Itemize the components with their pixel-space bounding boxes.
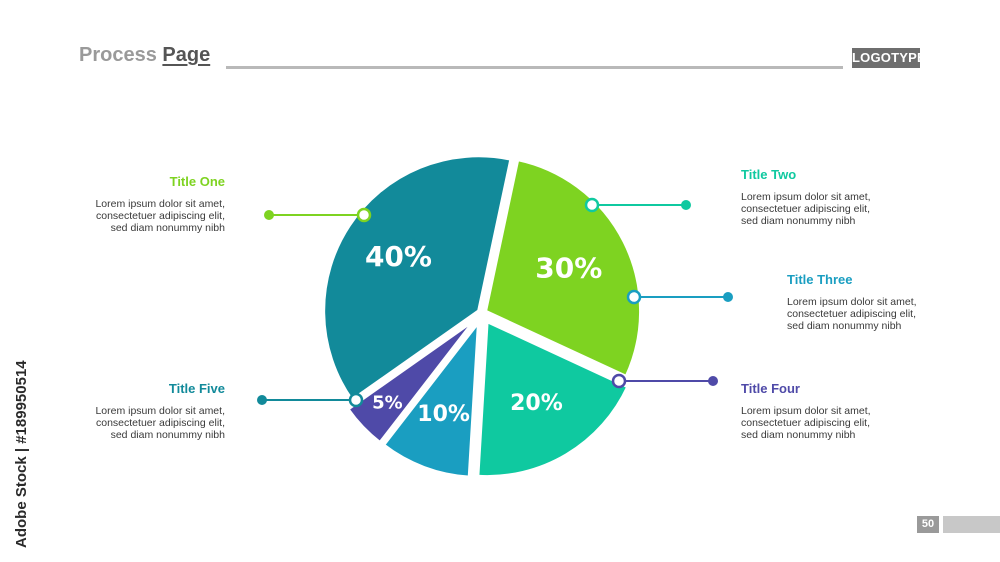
callout-title: Title Four [741,381,800,396]
callout-body: Lorem ipsum dolor sit amet, consectetuer… [741,405,941,441]
pie-slice-title-three [381,317,481,479]
slice-value-label: 5% [372,392,403,413]
pie-slice-title-two [476,319,630,479]
leader-anchor-dot [626,289,642,305]
header-divider [226,66,843,69]
callout-line: Lorem ipsum dolor sit amet, [95,405,225,417]
callout-title-five: Title Five Lorem ipsum dolor sit amet, c… [25,381,225,441]
page-title-part2: Page [162,44,211,66]
slice-value-label: 30% [535,252,602,285]
callout-body: Lorem ipsum dolor sit amet, consectetuer… [25,198,225,234]
slice-value-label: 10% [417,402,470,427]
callout-title: Title Five [168,381,225,396]
callout-line: sed diam nonummy nibh [741,429,856,441]
callout-line: consectetuer adipiscing elit, [787,308,916,320]
callout-title-two: Title Two Lorem ipsum dolor sit amet, co… [741,167,941,227]
slice-value-label: 40% [365,240,432,273]
callout-line: Lorem ipsum dolor sit amet, [741,405,871,417]
callout-line: Lorem ipsum dolor sit amet, [787,296,917,308]
callout-title: Title Three [787,272,853,287]
callout-title-three: Title Three Lorem ipsum dolor sit amet, … [787,272,987,332]
leader-end-dot [681,200,691,210]
callout-body: Lorem ipsum dolor sit amet, consectetuer… [787,296,987,332]
callout-title-one: Title One Lorem ipsum dolor sit amet, co… [25,174,225,234]
callout-body: Lorem ipsum dolor sit amet, consectetuer… [741,191,941,227]
watermark-text: Adobe Stock | #189950514 [13,360,30,548]
leader-anchor-dot [611,373,627,389]
callout-line: sed diam nonummy nibh [741,215,856,227]
leader-anchor-dot [356,207,372,223]
callout-line: consectetuer adipiscing elit, [96,210,225,222]
leader-anchor-dot [584,197,600,213]
callout-line: sed diam nonummy nibh [787,320,902,332]
callout-line: consectetuer adipiscing elit, [741,417,870,429]
callout-body: Lorem ipsum dolor sit amet, consectetuer… [25,405,225,441]
leader-end-dot [257,395,267,405]
pie-slice-title-one [483,157,643,379]
callout-line: Lorem ipsum dolor sit amet, [95,198,225,210]
logotype: LOGOTYPE [852,48,926,68]
callout-title-four: Title Four Lorem ipsum dolor sit amet, c… [741,381,941,441]
callout-line: sed diam nonummy nibh [110,222,225,234]
leader-end-dot [708,376,718,386]
page-number: 50 [917,516,939,533]
callout-line: Lorem ipsum dolor sit amet, [741,191,871,203]
callout-line: consectetuer adipiscing elit, [741,203,870,215]
page-number-bar [943,516,1000,533]
page-title: Process Page [79,44,210,67]
callout-title: Title Two [741,167,797,182]
page-title-part1: Process [79,44,163,66]
slice-value-label: 20% [510,391,563,416]
callout-line: consectetuer adipiscing elit, [96,417,225,429]
pie-slice-title-four [345,318,476,445]
callout-title: Title One [169,174,225,189]
leader-end-dot [723,292,733,302]
leader-end-dot [264,210,274,220]
callout-line: sed diam nonummy nibh [110,429,225,441]
leader-anchor-dot [348,392,364,408]
